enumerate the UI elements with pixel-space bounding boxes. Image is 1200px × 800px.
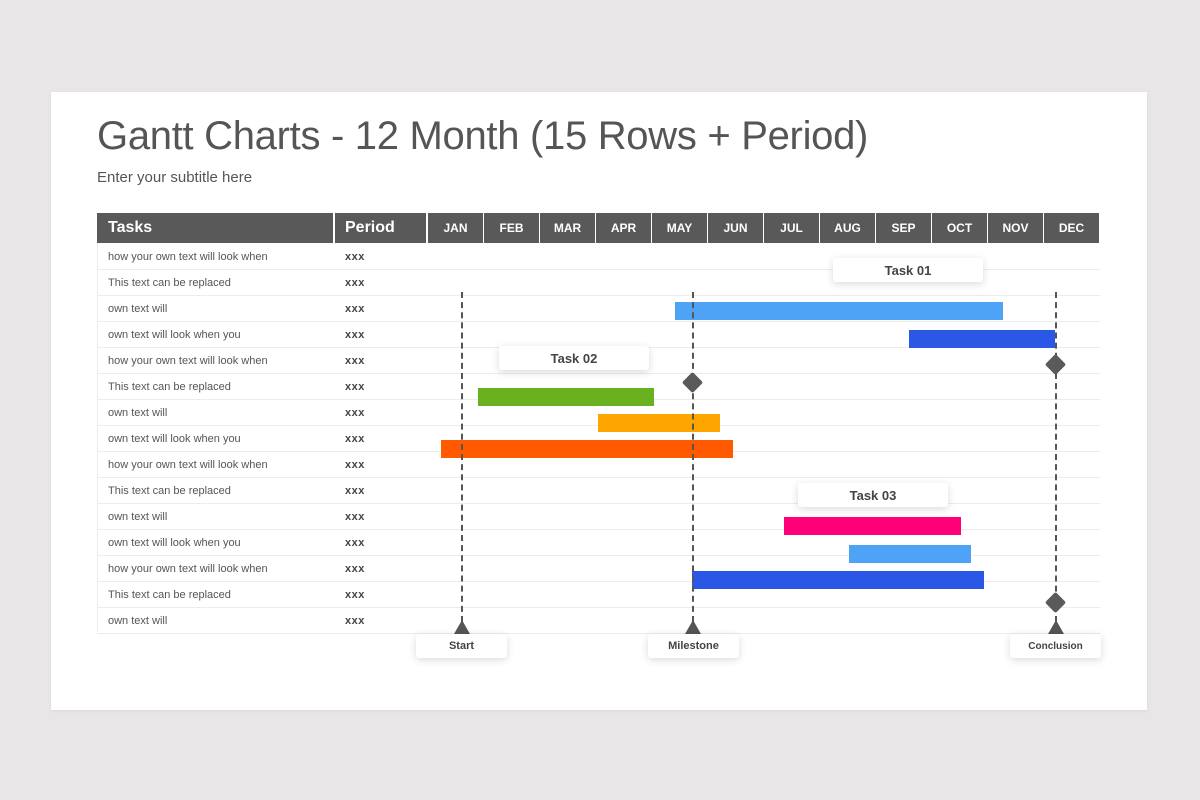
task-period: xxx	[345, 433, 365, 445]
task-period: xxx	[345, 485, 365, 497]
task-period: xxx	[345, 251, 365, 263]
start-triangle-icon	[454, 620, 470, 634]
task-name: This text can be replaced	[108, 485, 231, 497]
table-row: own text will xxx	[97, 504, 1100, 530]
gantt-bar-task02-c[interactable]	[441, 440, 733, 458]
table-row: how your own text will look when xxx	[97, 244, 1100, 270]
table-row: own text will look when you xxx	[97, 530, 1100, 556]
table-row: This text can be replaced xxx	[97, 478, 1100, 504]
task-period: xxx	[345, 407, 365, 419]
task-name: This text can be replaced	[108, 381, 231, 393]
slide-subtitle: Enter your subtitle here	[97, 169, 253, 186]
header-period: Period	[335, 213, 426, 243]
start-label: Start	[416, 634, 507, 658]
task-period: xxx	[345, 303, 365, 315]
gantt-bar-task02-a[interactable]	[478, 388, 654, 406]
task-period: xxx	[345, 277, 365, 289]
task-name: This text can be replaced	[108, 589, 231, 601]
task-name: own text will look when you	[108, 433, 241, 445]
header-month-feb: FEB	[484, 213, 539, 243]
start-dashed-line	[461, 292, 463, 622]
task-name: how your own text will look when	[108, 459, 268, 471]
task-name: own text will	[108, 407, 168, 419]
milestone-label: Milestone	[648, 634, 739, 658]
task-name: own text will	[108, 615, 168, 627]
header-tasks: Tasks	[97, 213, 333, 243]
header-month-jan: JAN	[428, 213, 483, 243]
conclusion-label: Conclusion	[1010, 634, 1101, 658]
table-left-border	[97, 243, 98, 632]
conclusion-dashed-line	[1055, 292, 1057, 622]
task-name: how your own text will look when	[108, 355, 268, 367]
task-name: how your own text will look when	[108, 251, 268, 263]
table-row: how your own text will look when xxx	[97, 452, 1100, 478]
gantt-bar-task03-b[interactable]	[849, 545, 971, 563]
milestone-triangle-icon	[685, 620, 701, 634]
task-02-label: Task 02	[499, 346, 649, 370]
task-period: xxx	[345, 329, 365, 341]
task-name: own text will look when you	[108, 329, 241, 341]
table-row: own text will xxx	[97, 608, 1100, 634]
header-month-nov: NOV	[988, 213, 1043, 243]
task-period: xxx	[345, 615, 365, 627]
task-name: own text will	[108, 303, 168, 315]
table-row: This text can be replaced xxx	[97, 582, 1100, 608]
conclusion-triangle-icon	[1048, 620, 1064, 634]
task-01-label: Task 01	[833, 258, 983, 282]
task-name: how your own text will look when	[108, 563, 268, 575]
header-month-mar: MAR	[540, 213, 595, 243]
table-row: how your own text will look when xxx	[97, 556, 1100, 582]
header-month-dec: DEC	[1044, 213, 1099, 243]
gantt-bar-task03-a[interactable]	[784, 517, 961, 535]
task-period: xxx	[345, 511, 365, 523]
task-name: This text can be replaced	[108, 277, 231, 289]
header-month-sep: SEP	[876, 213, 931, 243]
table-row: This text can be replaced xxx	[97, 270, 1100, 296]
task-period: xxx	[345, 589, 365, 601]
task-period: xxx	[345, 355, 365, 367]
gantt-bar-task02-b[interactable]	[598, 414, 720, 432]
table-row: own text will xxx	[97, 296, 1100, 322]
task-name: own text will	[108, 511, 168, 523]
header-month-oct: OCT	[932, 213, 987, 243]
gantt-bar-task03-c[interactable]	[692, 571, 984, 589]
task-period: xxx	[345, 563, 365, 575]
task-name: own text will look when you	[108, 537, 241, 549]
gantt-bar-task01-a[interactable]	[675, 302, 1003, 320]
milestone-dashed-line	[692, 292, 694, 622]
header-month-jun: JUN	[708, 213, 763, 243]
gantt-bar-task01-b[interactable]	[909, 330, 1055, 348]
header-month-apr: APR	[596, 213, 651, 243]
task-03-label: Task 03	[798, 483, 948, 507]
header-month-may: MAY	[652, 213, 707, 243]
task-period: xxx	[345, 381, 365, 393]
task-period: xxx	[345, 459, 365, 471]
slide-title: Gantt Charts - 12 Month (15 Rows + Perio…	[97, 114, 869, 158]
table-row: how your own text will look when xxx	[97, 348, 1100, 374]
header-month-aug: AUG	[820, 213, 875, 243]
header-month-jul: JUL	[764, 213, 819, 243]
task-period: xxx	[345, 537, 365, 549]
